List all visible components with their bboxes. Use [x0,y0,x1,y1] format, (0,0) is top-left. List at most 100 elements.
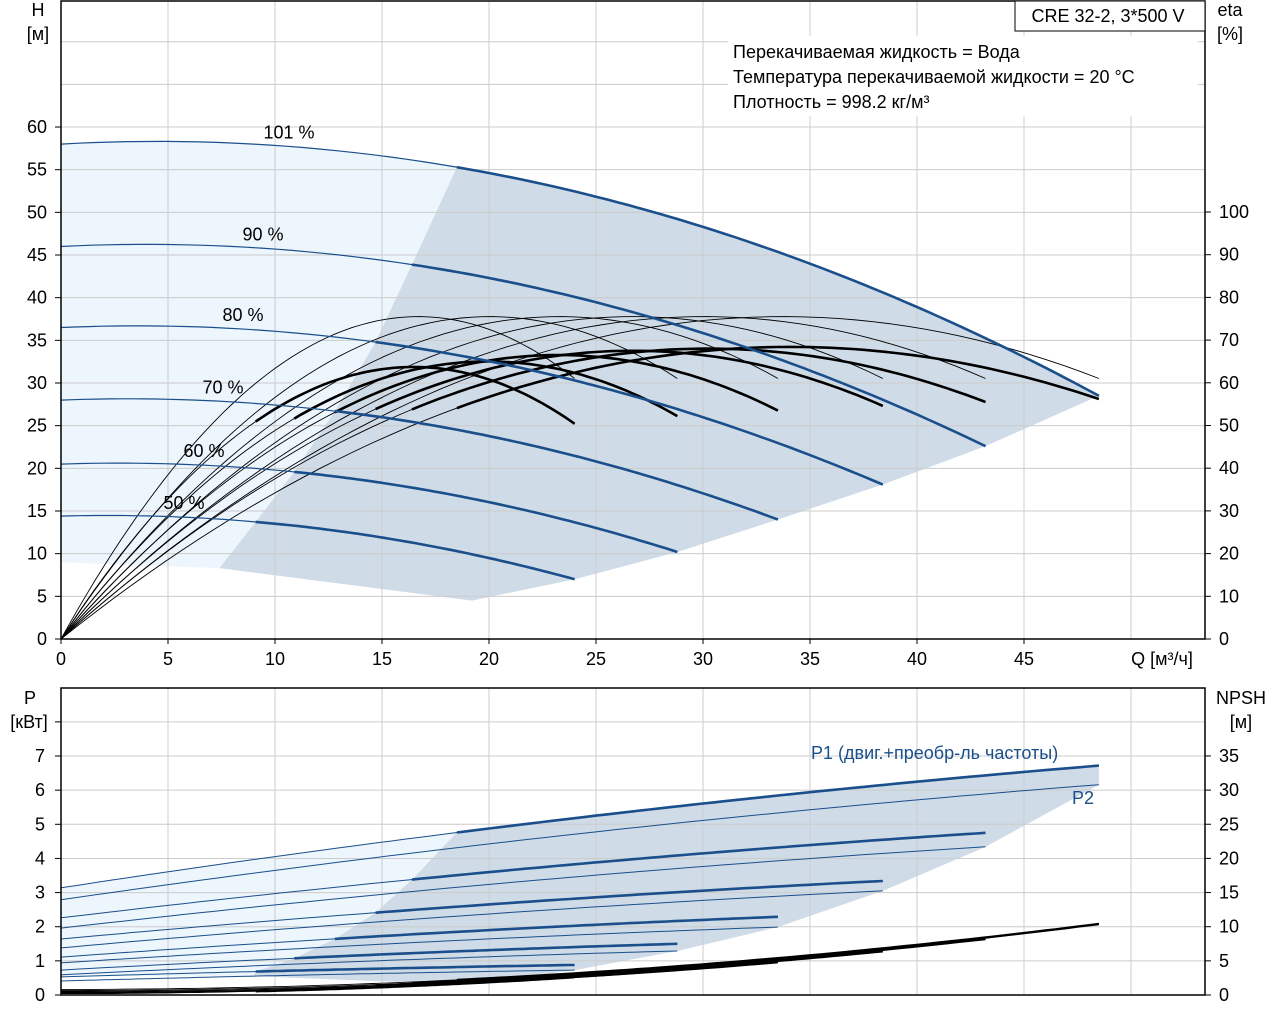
npsh-tick-label: 25 [1219,814,1239,834]
npsh-tick-label: 0 [1219,985,1229,1005]
npsh-tick-label: 30 [1219,780,1239,800]
p1-curve-3 [334,915,778,941]
eta-pump-curve-1 [60,316,986,640]
eta-pump-curve-0 [60,316,1100,640]
h-tick-label: 10 [27,544,47,564]
h-tick-label: 55 [27,160,47,180]
eta-total-curve-1 [411,347,986,411]
eta-total-curve-0 [456,345,1100,410]
x-tick-label: 30 [693,649,713,669]
npsh-axis-unit: [м] [1230,712,1252,732]
p2-curve-label: P2 [1072,788,1094,808]
h-axis-unit: [м] [27,24,49,44]
p-tick-label: 2 [35,917,45,937]
speed-label: 90 % [242,224,283,244]
top-curves: 101 % 90 % 80 % 70 % 60 % 50 % [60,122,1100,640]
eta-tick-label: 60 [1219,373,1239,393]
p1-curve-5 [255,963,575,973]
h-tick-label: 30 [27,373,47,393]
h-curve-5 [255,520,575,581]
p-tick-label: 0 [35,985,45,1005]
npsh-tick-label: 35 [1219,746,1239,766]
speed-label: 70 % [202,377,243,397]
h-tick-label: 50 [27,202,47,222]
eta-tick-label: 50 [1219,416,1239,436]
eta-tick-label: 100 [1219,202,1249,222]
eta-tick-label: 80 [1219,287,1239,307]
speed-label: 101 % [263,122,314,142]
h-curve-3 [334,409,779,521]
npsh-tick-label: 10 [1219,917,1239,937]
bottom-plot-frame [60,687,1206,996]
p2-curve-3 [60,926,778,964]
speed-label: 60 % [183,441,224,461]
p-axis-label: P [24,688,36,708]
x-tick-label: 5 [163,649,173,669]
speed-label: 80 % [222,305,263,325]
x-tick-label: 15 [372,649,392,669]
p2-curve-2 [60,890,883,949]
h-tick-label: 5 [37,586,47,606]
eta-tick-label: 0 [1219,629,1229,649]
p-tick-label: 3 [35,883,45,903]
p2-curve-1 [60,846,986,929]
eta-axis-label: eta [1217,0,1243,20]
x-tick-label: 10 [265,649,285,669]
top-grid [61,1,1205,639]
eta-pump-curve-2 [60,316,883,640]
p1-curve-0 [456,764,1100,834]
p2-curve-0 [60,784,1099,901]
h-tick-label: 35 [27,330,47,350]
eta-total-curve-5 [254,365,576,425]
info-background [728,36,1198,116]
operating-region-power [253,765,1099,985]
p1-curve-label: P1 (двиг.+преобр-ль частоты) [811,743,1058,763]
h-tick-label: 45 [27,245,47,265]
x-tick-label: 45 [1014,649,1034,669]
q-axis-label: Q [м³/ч] [1131,649,1193,669]
p2-curve-4 [60,950,678,976]
eta-tick-label: 10 [1219,586,1239,606]
h-tick-label: 15 [27,501,47,521]
p2-curve-5 [60,969,575,982]
h-curve-2 [375,340,884,486]
bottom-curves [60,764,1100,995]
title-box [1014,0,1206,32]
h-tick-label: 60 [27,117,47,137]
npsh-tick-label: 5 [1219,951,1229,971]
h-curve-4 [294,470,678,554]
p-tick-label: 7 [35,746,45,766]
eta-tick-label: 30 [1219,501,1239,521]
p1-curve-2 [375,879,883,914]
p1-curve-1 [411,831,986,881]
npsh-curve-5 [255,976,575,993]
h-tick-label: 20 [27,458,47,478]
top-plot-frame [60,0,1206,640]
npsh-tick-label: 20 [1219,848,1239,868]
eta-tick-label: 70 [1219,330,1239,350]
x-tick-label: 25 [586,649,606,669]
eta-tick-label: 20 [1219,544,1239,564]
eta-tick-label: 90 [1219,245,1239,265]
h-curve-0 [456,165,1100,397]
info-temperature: Температура перекачиваемой жидкости = 20… [733,67,1135,87]
x-tick-label: 35 [800,649,820,669]
h-tick-label: 40 [27,288,47,308]
h-tick-label: 0 [37,629,47,649]
h-tick-label: 25 [27,416,47,436]
axes: 0 5 10 15 20 25 30 35 40 450510152025303540455055… [27,0,1249,1005]
p1-curve-4 [294,942,678,960]
eta-tick-label: 40 [1219,458,1239,478]
eta-total-curve-3 [334,353,779,414]
x-tick-label: 20 [479,649,499,669]
x-tick-label: 0 [56,649,66,669]
light-region [61,141,457,569]
bottom-grid [61,688,1205,995]
p-tick-label: 1 [35,951,45,971]
h-axis-label: H [32,0,45,20]
eta-pump-curve-5 [60,316,575,640]
info-fluid: Перекачиваемая жидкость = Вода [733,42,1021,62]
p-axis-unit: [кВт] [10,712,48,732]
info-density: Плотность = 998.2 кг/м³ [733,92,929,112]
eta-axis-unit: [%] [1217,24,1243,44]
